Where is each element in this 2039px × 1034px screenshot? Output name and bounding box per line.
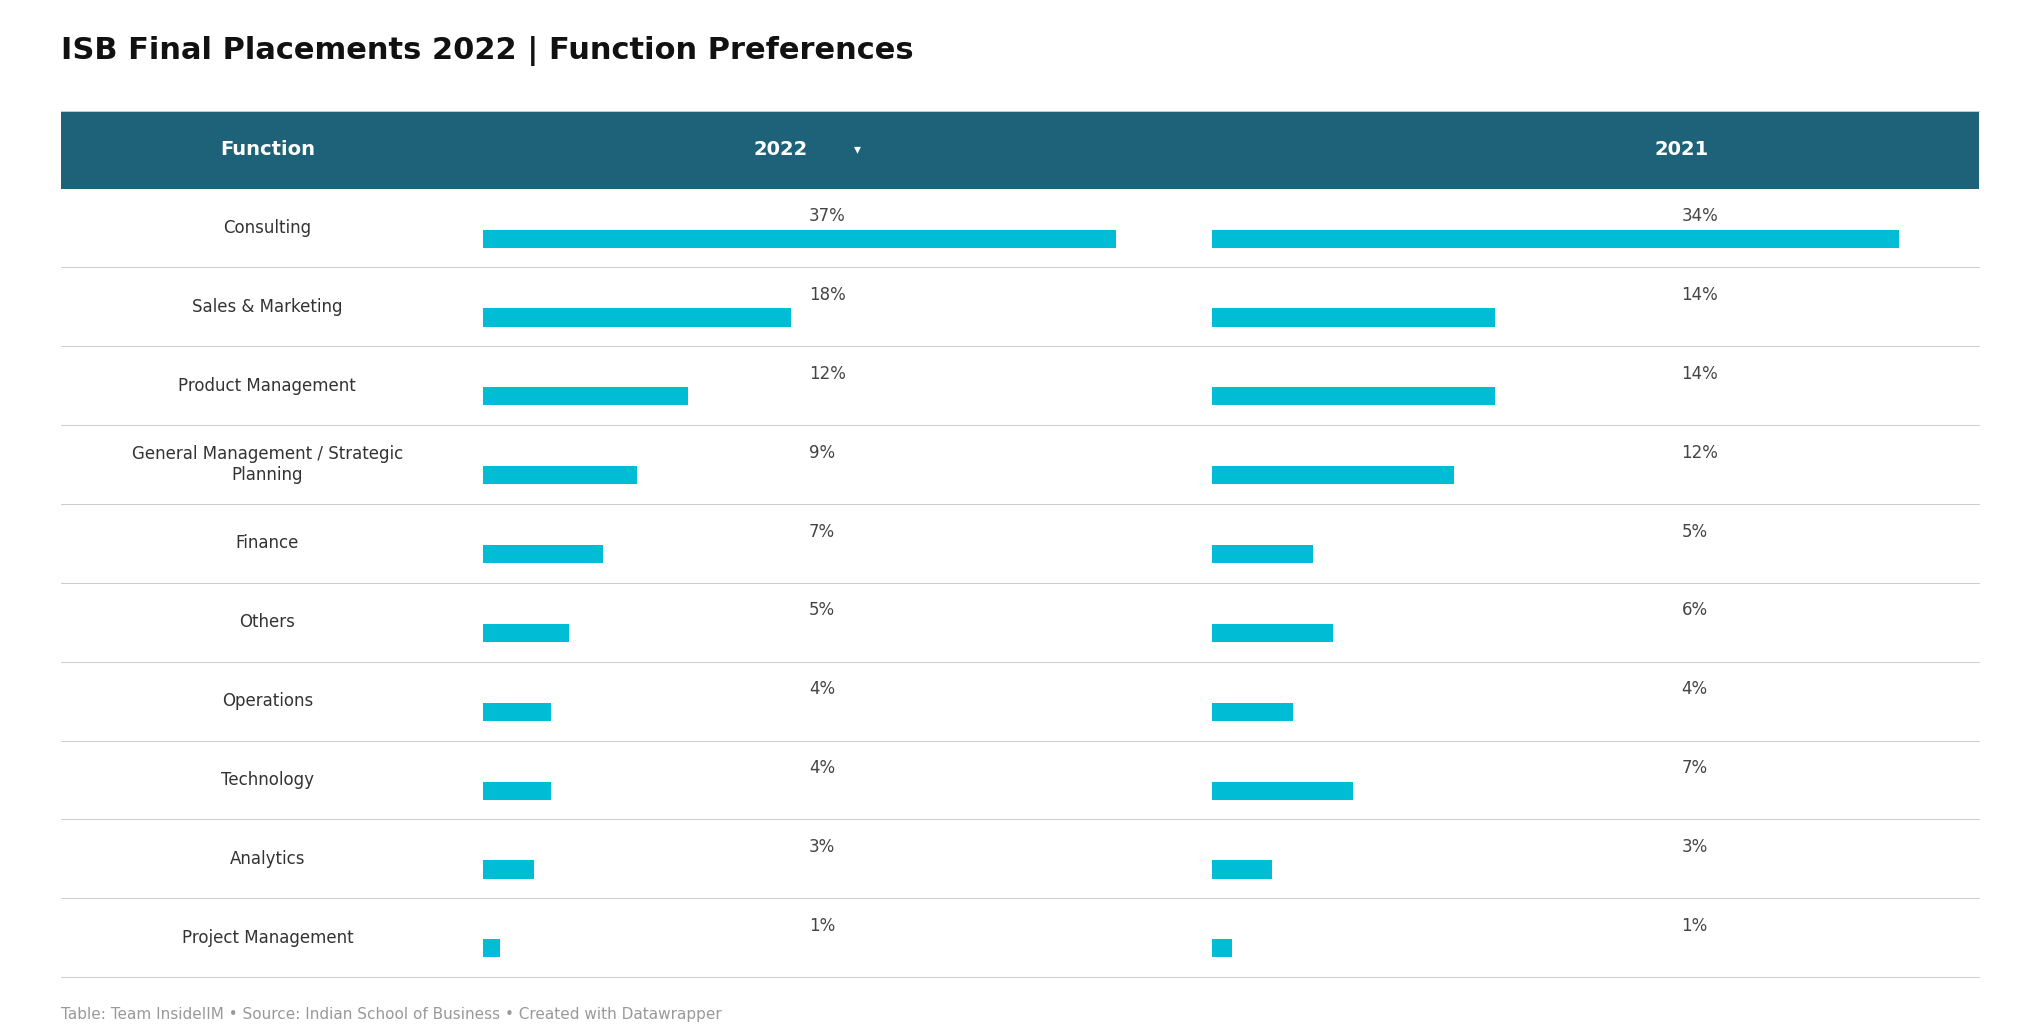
Bar [483,545,602,564]
Text: 9%: 9% [809,444,834,462]
Text: 4%: 4% [809,680,834,698]
Text: Consulting: Consulting [222,219,312,237]
Text: 18%: 18% [809,286,846,304]
Bar [1211,624,1331,642]
Bar [1211,466,1454,484]
Bar [483,860,534,879]
Bar [1211,545,1313,564]
Text: 14%: 14% [1680,365,1717,383]
Bar [1211,703,1293,721]
Bar [1211,860,1272,879]
Text: 7%: 7% [1680,759,1707,778]
Bar [61,346,1978,425]
Bar [61,188,1978,268]
Text: Finance: Finance [237,535,300,552]
Text: Technology: Technology [220,771,314,789]
Text: 2021: 2021 [1654,141,1709,159]
Bar [483,388,687,405]
Bar [61,662,1978,740]
Bar [1211,939,1232,957]
Bar [61,425,1978,504]
Bar [483,308,791,327]
Bar [61,504,1978,583]
Bar [61,740,1978,819]
Text: ISB Final Placements 2022 | Function Preferences: ISB Final Placements 2022 | Function Pre… [61,36,913,66]
Text: 2022: 2022 [752,141,807,159]
Text: 37%: 37% [809,207,846,225]
Text: 4%: 4% [1680,680,1707,698]
Bar [483,939,500,957]
Bar [61,268,1978,346]
Text: 12%: 12% [809,365,846,383]
Text: 34%: 34% [1680,207,1717,225]
Text: 4%: 4% [809,759,834,778]
Bar [1211,230,1898,248]
Bar [483,624,569,642]
Bar [483,703,551,721]
Text: 5%: 5% [1680,522,1707,541]
Bar [483,230,1115,248]
Text: Project Management: Project Management [181,929,353,947]
Bar [483,782,551,799]
Bar [1211,308,1495,327]
Bar [61,819,1978,899]
Text: 12%: 12% [1680,444,1717,462]
Bar [61,111,1978,188]
Text: 3%: 3% [1680,838,1707,856]
Text: ▾: ▾ [852,143,860,156]
Bar [1211,388,1495,405]
Text: 1%: 1% [809,917,834,935]
Bar [61,583,1978,662]
Bar [1211,782,1352,799]
Text: Product Management: Product Management [177,376,357,395]
Text: Others: Others [239,613,296,632]
Text: Analytics: Analytics [230,850,306,868]
Text: Function: Function [220,141,314,159]
Bar [483,466,636,484]
Text: 3%: 3% [809,838,834,856]
Bar [61,899,1978,977]
Text: 5%: 5% [809,602,834,619]
Text: 1%: 1% [1680,917,1707,935]
Text: Table: Team InsideIIM • Source: Indian School of Business • Created with Datawra: Table: Team InsideIIM • Source: Indian S… [61,1006,722,1022]
Text: General Management / Strategic
Planning: General Management / Strategic Planning [133,446,404,484]
Text: 6%: 6% [1680,602,1707,619]
Text: Sales & Marketing: Sales & Marketing [192,298,343,315]
Text: Operations: Operations [222,692,312,710]
Text: 7%: 7% [809,522,834,541]
Text: 14%: 14% [1680,286,1717,304]
